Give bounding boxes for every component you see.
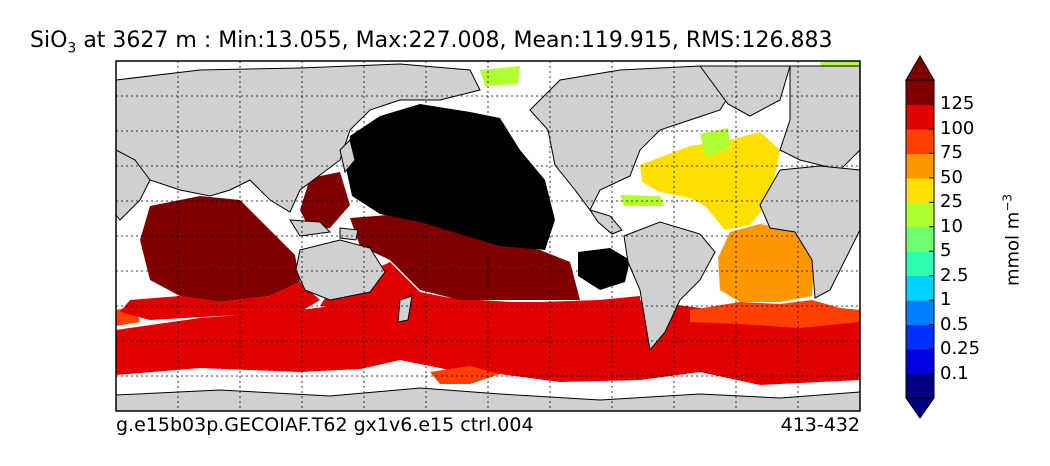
- south-atlantic-orange-red: [690, 300, 860, 328]
- colorbar-tick-label: 10: [940, 215, 963, 237]
- colorbar-segment: [906, 128, 934, 154]
- labrador-green: [700, 128, 730, 158]
- colorbar-tick-label: 125: [940, 93, 975, 115]
- colorbar-tick-label: 1: [940, 289, 952, 311]
- north-pacific-field: [346, 104, 555, 250]
- arctic-green: [480, 66, 520, 86]
- colorbar-segment: [906, 324, 934, 350]
- colorbar-segment: [906, 251, 934, 277]
- south-atlantic-orange: [718, 224, 815, 302]
- colorbar-segment: [906, 275, 934, 301]
- colorbar-max-arrow: [905, 55, 935, 81]
- colorbar-tick-label: 2.5: [940, 264, 969, 286]
- map-panel: [116, 61, 860, 411]
- chart-title: SiO3 at 3627 m : Min:13.055, Max:227.008…: [30, 28, 960, 56]
- title-variable-subscript: 3: [67, 40, 77, 57]
- colorbar-segment: [906, 202, 934, 228]
- colorbar-tick-label: 50: [940, 166, 963, 188]
- southeast-pacific-black: [578, 248, 630, 290]
- colorbar-segment: [906, 373, 934, 399]
- colorbar: [905, 55, 935, 419]
- case-name: g.e15b03p.GECOIAF.T62 gx1v6.e15 ctrl.004: [116, 414, 534, 436]
- south-pacific-field: [350, 214, 580, 300]
- colorbar-tick-label: 0.5: [940, 313, 969, 335]
- land-masses: [116, 63, 860, 411]
- colorbar-tick-label: 100: [940, 117, 975, 139]
- colorbar-units: mmol m−3: [1000, 193, 1024, 287]
- year-range: 413-432: [780, 414, 860, 436]
- colorbar-min-arrow: [905, 397, 935, 419]
- indian-ocean-red-fringe: [120, 282, 320, 320]
- colorbar-tick-label: 25: [940, 191, 963, 213]
- title-variable: SiO: [30, 28, 68, 53]
- indian-ocean-field: [140, 196, 300, 302]
- colorbar-tick-label: 0.25: [940, 338, 981, 360]
- colorbar-tick-label: 5: [940, 240, 952, 262]
- colorbar-tick-label: 0.1: [940, 362, 969, 384]
- colorbar-frame: [905, 79, 935, 399]
- colorbar-segment: [906, 104, 934, 130]
- colorbar-segment: [906, 300, 934, 326]
- caribbean-green: [620, 195, 664, 206]
- west-pacific-field: [300, 172, 350, 230]
- southern-orange-patch: [430, 366, 500, 384]
- colorbar-segment: [906, 80, 934, 105]
- title-stats: at 3627 m : Min:13.055, Max:227.008, Mea…: [76, 28, 833, 53]
- colorbar-segment: [906, 177, 934, 203]
- north-atlantic-yellow: [640, 132, 780, 230]
- colorbar-segment: [906, 226, 934, 252]
- colorbar-segment: [906, 349, 934, 375]
- colorbar-segment: [906, 153, 934, 179]
- map-frame: [115, 60, 861, 412]
- graticule: [116, 61, 860, 411]
- colorbar-tick-label: 75: [940, 142, 963, 164]
